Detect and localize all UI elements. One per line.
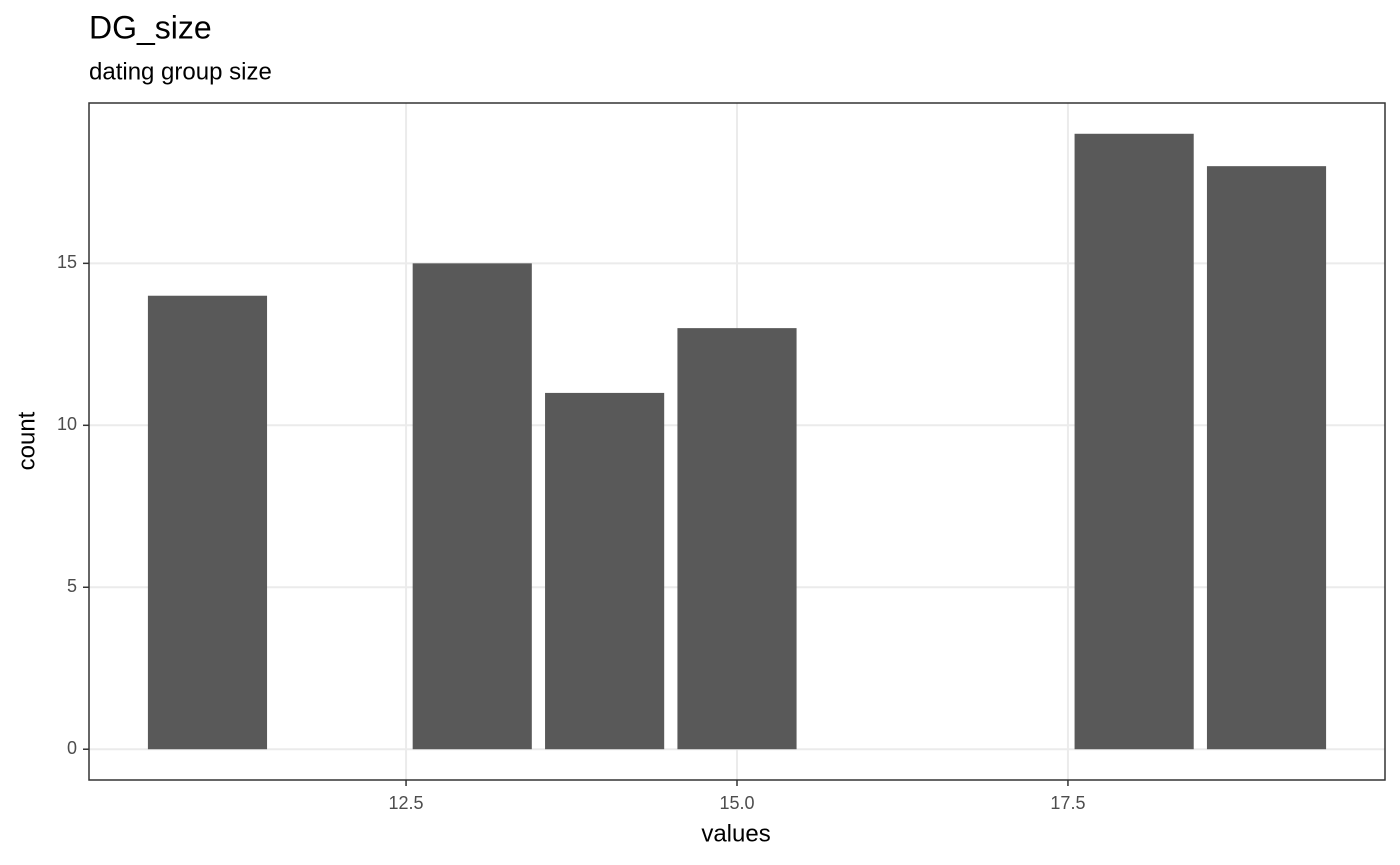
y-tick-label: 5 <box>67 576 77 596</box>
x-axis-title: values <box>701 820 770 847</box>
x-tick-label: 12.5 <box>389 793 424 813</box>
bar <box>1074 133 1194 750</box>
bar <box>412 263 532 750</box>
bar <box>677 328 797 750</box>
y-tick-label: 10 <box>57 414 77 434</box>
y-axis-title: count <box>13 411 40 470</box>
chart-subtitle: dating group size <box>89 58 272 85</box>
x-tick-label: 17.5 <box>1050 793 1085 813</box>
bar <box>545 392 665 750</box>
y-tick-label: 0 <box>67 738 77 758</box>
x-tick-label: 15.0 <box>719 793 754 813</box>
panel-border <box>88 102 1386 781</box>
y-tick-label: 15 <box>57 252 77 272</box>
chart-title: DG_size <box>89 9 212 45</box>
bar <box>147 295 268 750</box>
bar <box>1206 166 1327 750</box>
